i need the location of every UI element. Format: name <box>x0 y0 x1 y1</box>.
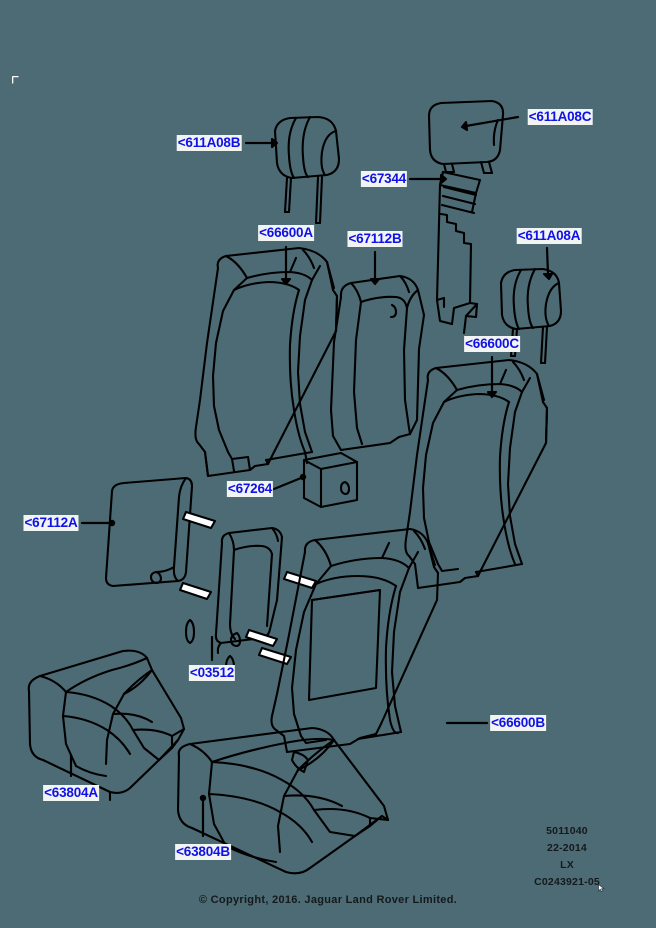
drawing-number: 5011040 <box>546 825 588 837</box>
model-code: LX <box>560 859 574 871</box>
callout-611A08B[interactable]: <611A08B <box>176 135 242 151</box>
callout-63804A[interactable]: <63804A <box>43 785 99 801</box>
callout-66600A[interactable]: <66600A <box>258 225 314 241</box>
trim-block-67264 <box>272 451 359 509</box>
callout-66600C[interactable]: <66600C <box>464 336 520 352</box>
issue-date: 22-2014 <box>547 842 587 854</box>
armrest-pad-67112A <box>80 476 194 588</box>
armrest-67112B <box>329 250 426 452</box>
seat-back-cover-66600A <box>194 245 339 478</box>
corner-cursor-icon <box>12 76 19 84</box>
callout-66600B[interactable]: <66600B <box>490 715 546 731</box>
seat-back-frame-67344 <box>408 170 482 335</box>
callout-03512[interactable]: <03512 <box>188 665 236 681</box>
callout-67112A[interactable]: <67112A <box>23 515 79 531</box>
callout-67112B[interactable]: <67112B <box>347 231 403 247</box>
head-restraint-611A08B <box>244 115 341 225</box>
seat-back-cover-66600B <box>270 527 489 754</box>
callout-67344[interactable]: <67344 <box>360 171 408 187</box>
copyright-notice: © Copyright, 2016. Jaguar Land Rover Lim… <box>198 894 458 906</box>
callout-611A08A[interactable]: <611A08A <box>516 228 582 244</box>
drawing-reference: C0243921-05 <box>534 876 600 888</box>
seat-cushion-63804A <box>27 649 186 802</box>
drawing-meta-block: 5011040 22-2014 LX C0243921-05 <box>534 823 600 891</box>
pointer-cursor-icon <box>598 884 605 892</box>
fastener-arrows <box>178 510 318 666</box>
callout-611A08C[interactable]: <611A08C <box>527 109 593 125</box>
callout-67264[interactable]: <67264 <box>226 481 274 497</box>
head-restraint-611A08C <box>427 99 520 175</box>
seat-back-cover-66600C <box>404 355 549 590</box>
centre-fold-panel <box>214 526 284 655</box>
callout-63804B[interactable]: <63804B <box>175 844 231 860</box>
seat-cushion-63804B <box>176 726 390 875</box>
